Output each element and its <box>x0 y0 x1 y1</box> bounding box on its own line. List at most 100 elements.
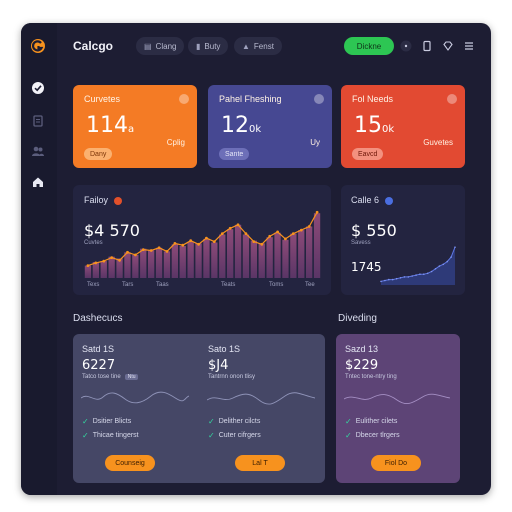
chart-point[interactable] <box>388 278 390 281</box>
chart-bar[interactable] <box>290 233 297 278</box>
chart-point[interactable] <box>276 230 279 234</box>
chart-bar[interactable] <box>274 232 281 278</box>
info-icon[interactable] <box>179 94 189 104</box>
chart-point[interactable] <box>165 250 169 253</box>
chart-bar[interactable] <box>306 226 313 279</box>
chart-bar[interactable] <box>132 254 139 278</box>
chart-bar[interactable] <box>227 229 234 278</box>
chart-point[interactable] <box>395 277 398 280</box>
sidebar-item-check[interactable] <box>31 81 45 95</box>
chart-point[interactable] <box>157 246 161 250</box>
kpi-badge[interactable]: Eavcd <box>352 148 384 160</box>
chart-point[interactable] <box>307 225 311 228</box>
kpi-badge[interactable]: Sante <box>219 148 250 160</box>
chart-point[interactable] <box>110 256 114 259</box>
chart-point[interactable] <box>399 277 402 279</box>
chart-point[interactable] <box>315 210 319 214</box>
chart-bar[interactable] <box>140 248 147 278</box>
chart-point[interactable] <box>212 240 216 243</box>
mobile-button[interactable] <box>420 39 434 53</box>
chart-point[interactable] <box>430 270 433 273</box>
chart-point[interactable] <box>94 261 98 265</box>
chart-point[interactable] <box>426 272 429 275</box>
chart-bar[interactable] <box>108 256 115 278</box>
sidebar-item-docs[interactable] <box>31 114 45 128</box>
chart-point[interactable] <box>102 259 106 263</box>
chart-point[interactable] <box>454 246 456 248</box>
chart-bar[interactable] <box>234 224 242 279</box>
plan-select-button[interactable]: Lal T <box>235 455 285 471</box>
menu-button[interactable] <box>462 39 476 53</box>
plan-select-button[interactable]: Fiol Do <box>371 455 421 471</box>
chart-point[interactable] <box>384 279 386 282</box>
chart-point[interactable] <box>220 232 224 235</box>
sidebar-item-home[interactable] <box>31 175 45 189</box>
chart-bar[interactable] <box>298 230 305 278</box>
chart-point[interactable] <box>419 273 421 275</box>
chart-bar[interactable] <box>179 246 186 278</box>
chart-bar[interactable] <box>219 234 226 279</box>
secondary-area-chart[interactable] <box>341 185 465 295</box>
chart-bar[interactable] <box>84 265 92 278</box>
plan-select-button[interactable]: Counseig <box>105 455 155 471</box>
more-button[interactable] <box>399 39 413 53</box>
chart-point[interactable] <box>86 264 90 267</box>
chart-bar[interactable] <box>250 240 257 278</box>
chart-bar[interactable] <box>163 251 171 278</box>
revenue-bar-chart[interactable] <box>73 185 331 295</box>
info-icon[interactable] <box>314 94 324 104</box>
chart-bar[interactable] <box>171 244 178 278</box>
chart-point[interactable] <box>260 242 264 246</box>
chart-bar[interactable] <box>313 213 321 278</box>
chart-bar[interactable] <box>203 238 210 278</box>
sidebar-item-users[interactable] <box>31 144 45 158</box>
chart-bar[interactable] <box>258 243 265 278</box>
kpi-card-needs[interactable]: Fol Needs 150k Guvetes Eavcd <box>341 85 465 168</box>
chart-point[interactable] <box>268 234 272 238</box>
chart-point[interactable] <box>181 243 185 247</box>
diamond-button[interactable] <box>441 39 455 53</box>
nav-pill-fenst[interactable]: ▲ Fenst <box>234 37 282 55</box>
chart-bar[interactable] <box>100 261 107 278</box>
chart-point[interactable] <box>446 260 448 263</box>
chart-point[interactable] <box>380 280 382 283</box>
chart-point[interactable] <box>442 263 445 266</box>
chart-point[interactable] <box>118 258 121 262</box>
chart-point[interactable] <box>149 249 153 252</box>
chart-bar[interactable] <box>124 252 131 278</box>
chart-bar[interactable] <box>242 234 250 279</box>
chart-bar[interactable] <box>282 239 289 278</box>
chart-point[interactable] <box>415 274 417 276</box>
chart-point[interactable] <box>189 239 193 243</box>
chart-point[interactable] <box>450 256 452 258</box>
chart-point[interactable] <box>407 276 410 278</box>
chart-bar[interactable] <box>92 262 99 278</box>
kpi-card-curvetes[interactable]: Curvetes 114a Cplig Dany <box>73 85 197 168</box>
chart-point[interactable] <box>141 248 145 251</box>
nav-pill-clang[interactable]: ▤ Clang <box>136 37 185 55</box>
chart-point[interactable] <box>391 278 394 281</box>
chart-point[interactable] <box>423 273 425 275</box>
chart-point[interactable] <box>438 265 441 267</box>
chart-bar[interactable] <box>155 247 163 278</box>
chart-bar[interactable] <box>266 237 273 278</box>
kpi-badge[interactable]: Dany <box>84 148 113 160</box>
chart-point[interactable] <box>134 253 137 257</box>
chart-point[interactable] <box>434 268 437 270</box>
chart-point[interactable] <box>403 276 406 278</box>
nav-pill-buty[interactable]: ▮ Buty <box>188 37 229 55</box>
chart-point[interactable] <box>252 240 256 243</box>
chart-bar[interactable] <box>116 258 123 279</box>
chart-point[interactable] <box>197 242 200 246</box>
chart-bar[interactable] <box>148 250 155 279</box>
chart-bar[interactable] <box>195 243 202 278</box>
chart-point[interactable] <box>236 223 240 227</box>
chart-point[interactable] <box>126 250 129 254</box>
primary-action-button[interactable]: Dickne <box>344 37 394 55</box>
chart-bar[interactable] <box>211 242 218 279</box>
chart-point[interactable] <box>173 242 177 245</box>
chart-point[interactable] <box>205 236 208 240</box>
kpi-card-fheshing[interactable]: Pahel Fheshing 120k Uy Sante <box>208 85 332 168</box>
chart-point[interactable] <box>291 232 295 235</box>
chart-point[interactable] <box>244 232 248 235</box>
